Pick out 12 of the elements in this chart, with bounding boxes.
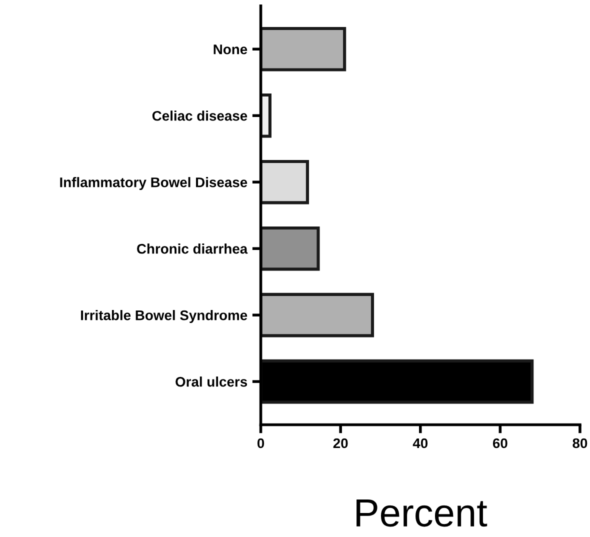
x-tick-label: 40 (412, 438, 428, 448)
x-tick-label: 0 (257, 438, 264, 448)
x-tick-label: 80 (572, 438, 588, 448)
x-axis-title: Percent (356, 500, 488, 527)
y-tick-label: Oral ulcers (176, 376, 248, 387)
y-tick-label: Irritable Bowel Syndrome (81, 310, 248, 323)
x-tick-label: 20 (333, 438, 348, 448)
x-tick-label: 60 (492, 438, 508, 448)
y-tick-label: None (214, 44, 248, 54)
y-tick-label: Inflammatory Bowel Disease (60, 177, 248, 190)
y-tick-label: Celiac disease (152, 110, 248, 121)
y-tick-label: Chronic diarrhea (137, 244, 248, 254)
